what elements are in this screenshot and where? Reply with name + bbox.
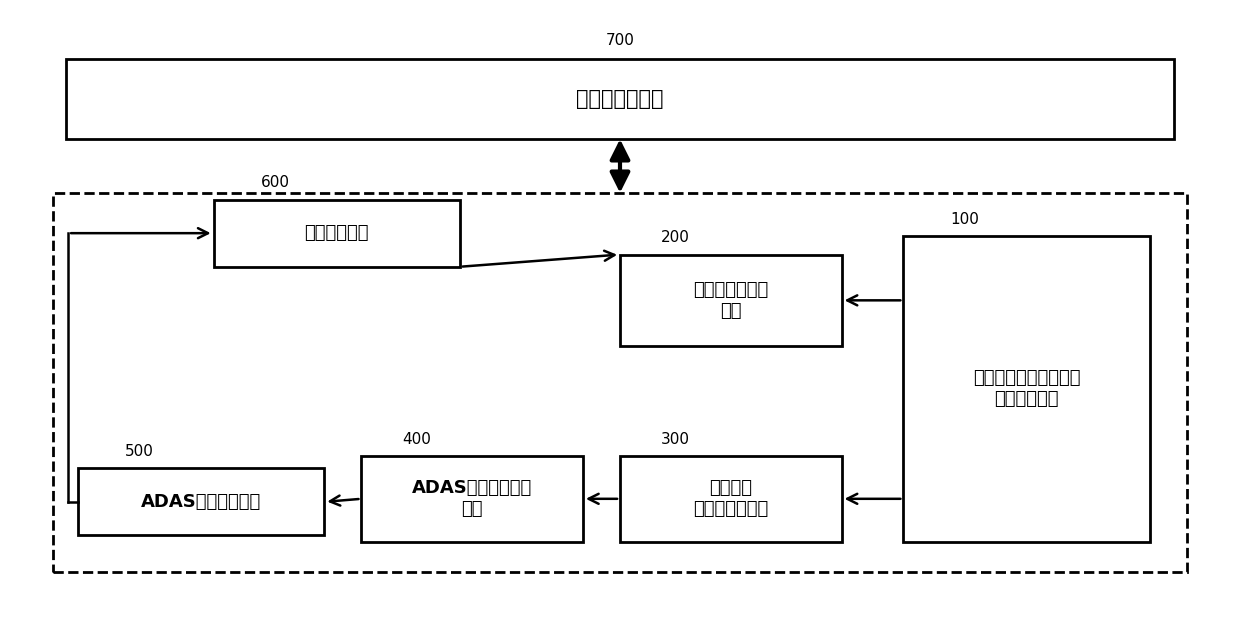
FancyBboxPatch shape xyxy=(78,468,325,535)
FancyBboxPatch shape xyxy=(620,254,842,346)
FancyBboxPatch shape xyxy=(903,236,1149,542)
Text: 500: 500 xyxy=(125,444,154,459)
Text: 400: 400 xyxy=(402,432,432,447)
Text: ADAS相机成像模拟
模块: ADAS相机成像模拟 模块 xyxy=(412,479,532,518)
Text: 基于高通真游戏引擎的
物理场景模块: 基于高通真游戏引擎的 物理场景模块 xyxy=(972,370,1080,409)
FancyBboxPatch shape xyxy=(66,59,1174,139)
Text: 几何一致
视频流生成模块: 几何一致 视频流生成模块 xyxy=(693,479,769,518)
Text: 车辆动力学仿真
模块: 车辆动力学仿真 模块 xyxy=(693,281,769,320)
Text: ADAS电脑控制模块: ADAS电脑控制模块 xyxy=(141,493,262,511)
Text: 100: 100 xyxy=(950,212,980,227)
Text: 200: 200 xyxy=(661,230,689,245)
Text: 600: 600 xyxy=(260,175,290,191)
Text: 中央控制模块: 中央控制模块 xyxy=(305,224,370,242)
Text: 设置与评估模块: 设置与评估模块 xyxy=(577,89,663,109)
FancyBboxPatch shape xyxy=(620,456,842,542)
Text: 700: 700 xyxy=(605,33,635,48)
FancyBboxPatch shape xyxy=(213,199,460,267)
FancyBboxPatch shape xyxy=(361,456,583,542)
Text: 300: 300 xyxy=(661,432,689,447)
FancyBboxPatch shape xyxy=(53,194,1187,572)
